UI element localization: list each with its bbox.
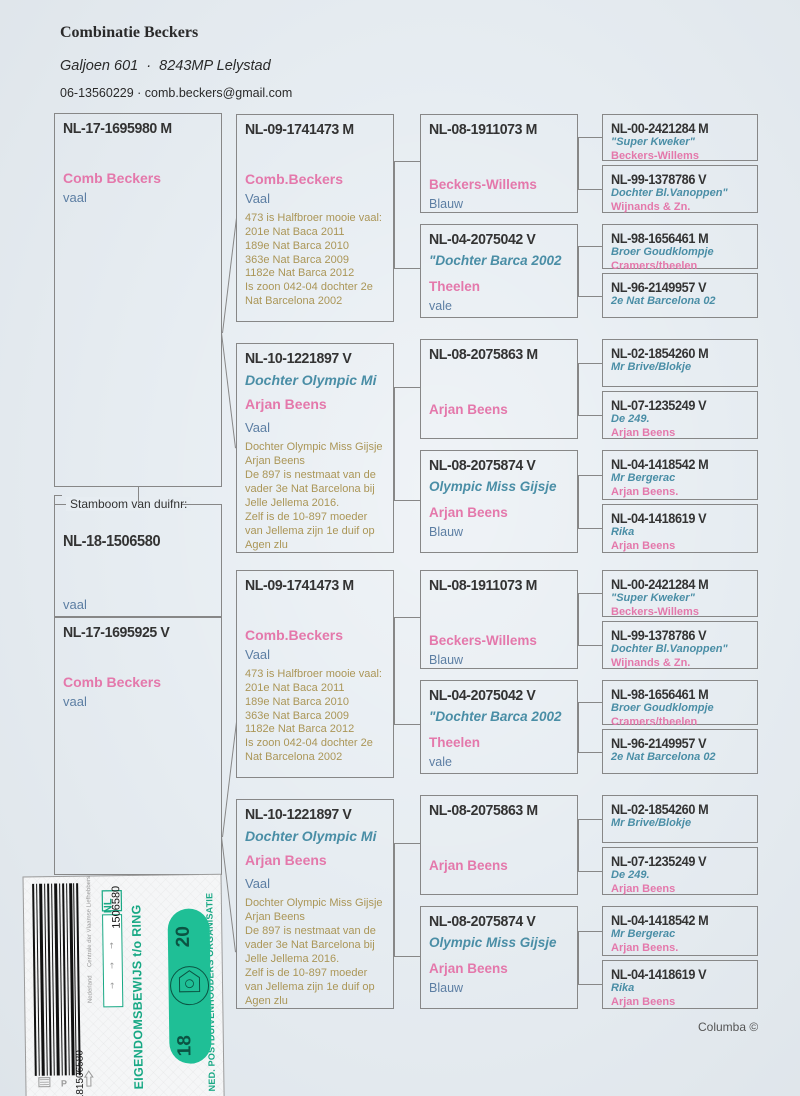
svg-text:18: 18: [174, 1035, 195, 1056]
svg-text:1506580: 1506580: [110, 886, 123, 929]
svg-text:181506580: 181506580: [74, 1050, 86, 1096]
svg-text:P: P: [61, 1078, 67, 1088]
svg-text:20: 20: [173, 926, 194, 947]
svg-text:Centrale der Vlaamse Liefhebbe: Centrale der Vlaamse Liefhebbers: [86, 876, 93, 967]
svg-text:Nederland: Nederland: [87, 975, 93, 1003]
svg-text:EIGENDOMSBEWIJS t/o RING: EIGENDOMSBEWIJS t/o RING: [129, 904, 146, 1089]
